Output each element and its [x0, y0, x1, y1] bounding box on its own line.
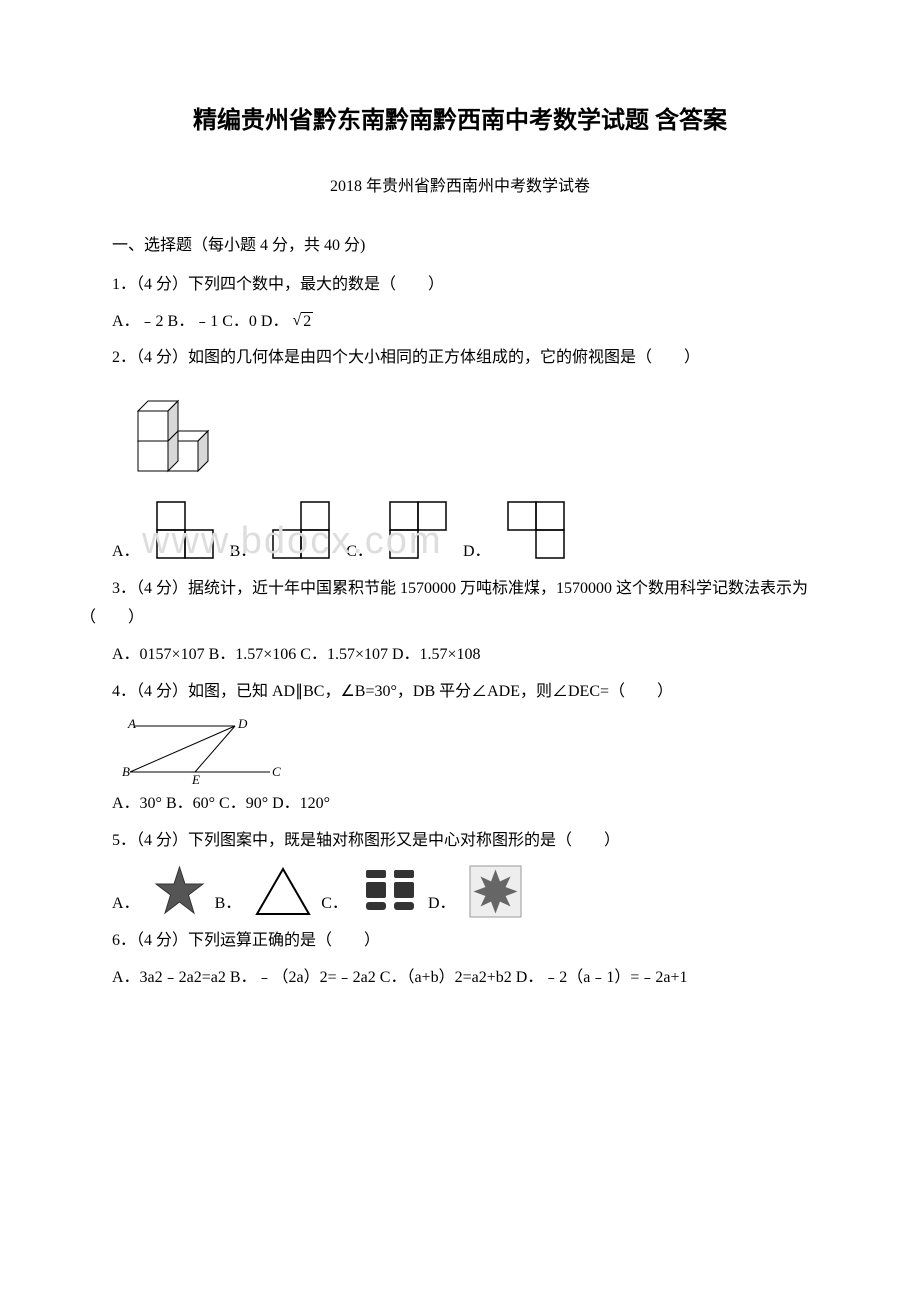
q5-stem: 5．（4 分）下列图案中，既是轴对称图形又是中心对称图形的是（ ）	[80, 827, 840, 856]
svg-text:B: B	[122, 764, 130, 779]
q1-opts-text: A．﹣2 B．﹣1 C．0 D．	[112, 313, 288, 330]
q2-options-row: www.bdocx.com A． B． C． D．	[112, 497, 840, 567]
q4-figure: A D B E C	[120, 714, 840, 784]
q2-solid-figure	[128, 381, 840, 491]
q3-stem: 3．（4 分）据统计，近十年中国累积节能 1570000 万吨标准煤，15700…	[80, 575, 840, 633]
q5-opt-c-figure	[360, 864, 420, 919]
q5-opt-d-label: D．	[428, 890, 456, 919]
q1-options: A．﹣2 B．﹣1 C．0 D． √2	[80, 308, 840, 337]
svg-text:E: E	[191, 772, 200, 784]
q1-stem: 1．（4 分）下列四个数中，最大的数是（ ）	[80, 271, 840, 300]
q6-options: A．3a2﹣2a2=a2 B．﹣（2a）2=﹣2a2 C．（a+b）2=a2+b…	[80, 964, 840, 993]
q5-opt-a-label: A．	[112, 890, 140, 919]
q5-opt-b-figure	[253, 864, 313, 919]
q5-opt-b-label: B．	[215, 890, 242, 919]
q5-opt-a-figure	[152, 864, 207, 919]
q4-options: A．30° B．60° C．90° D．120°	[80, 790, 840, 819]
q5-opt-d-figure	[468, 864, 523, 919]
q6-stem: 6．（4 分）下列运算正确的是（ ）	[80, 927, 840, 956]
watermark-text: www.bdocx.com	[142, 507, 443, 575]
q5-options-row: A． B． C． D．	[112, 864, 840, 919]
q4-stem: 4．（4 分）如图，已知 AD∥BC，∠B=30°，DB 平分∠ADE，则∠DE…	[80, 678, 840, 707]
q2-opt-d-label: D．	[463, 538, 491, 567]
q1-sqrt-val: 2	[301, 312, 313, 330]
q3-options: A．0157×107 B．1.57×106 C．1.57×107 D．1.57×…	[80, 641, 840, 670]
q2-opt-a-label: A．	[112, 538, 140, 567]
subtitle: 2018 年贵州省黔西南州中考数学试卷	[80, 173, 840, 202]
svg-text:D: D	[237, 716, 248, 731]
q2-opt-d-figure	[503, 497, 573, 567]
page-title: 精编贵州省黔东南黔南黔西南中考数学试题 含答案	[80, 100, 840, 143]
svg-text:A: A	[127, 716, 136, 731]
q2-stem: 2．（4 分）如图的几何体是由四个大小相同的正方体组成的，它的俯视图是（ ）	[80, 344, 840, 373]
section-heading: 一、选择题（每小题 4 分，共 40 分)	[80, 232, 840, 261]
q5-opt-c-label: C．	[321, 890, 348, 919]
svg-text:C: C	[272, 764, 281, 779]
